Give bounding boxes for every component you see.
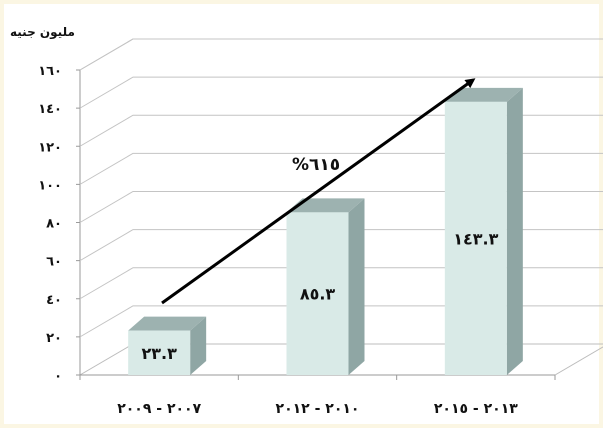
data-label: ١٤٣.٣ — [453, 229, 498, 248]
y-tick-label: ٤٠ — [46, 293, 62, 308]
y-tick-label: ٠ — [54, 369, 62, 384]
bar — [444, 87, 523, 375]
bar-side — [506, 87, 523, 375]
gridline — [79, 38, 603, 71]
data-label: ٢٣.٣ — [141, 344, 177, 363]
gridline — [79, 152, 603, 185]
x-tick-label: ٢٠١٠ - ٢٠١٢ — [276, 401, 360, 417]
y-tick-label: ١٢٠ — [38, 140, 62, 155]
y-tick-label: ١٦٠ — [38, 64, 62, 79]
data-labels: ٢٣.٣ ٨٥.٣ ١٤٣.٣ — [141, 229, 498, 362]
growth-arrow — [161, 78, 476, 305]
x-tick-label: ٢٠١٣ - ٢٠١٥ — [434, 401, 518, 417]
unit-label: مليون جنيه — [10, 25, 75, 40]
data-label: ٨٥.٣ — [300, 285, 336, 304]
growth-annotation: %٦١٥ — [292, 155, 340, 175]
bar-front — [444, 101, 507, 375]
bar-top — [128, 316, 207, 331]
x-tick-labels: ٢٠٠٧ - ٢٠٠٩ ٢٠١٠ - ٢٠١٢ ٢٠١٣ - ٢٠١٥ — [79, 375, 556, 417]
bars — [128, 87, 523, 375]
y-tick-label: ٨٠ — [46, 217, 62, 232]
y-tick-label: ١٤٠ — [38, 102, 62, 117]
x-tick-label: ٢٠٠٧ - ٢٠٠٩ — [117, 401, 201, 417]
bar — [286, 198, 365, 375]
y-tick-labels: ٠ ٢٠ ٤٠ ٦٠ ٨٠ ١٠٠ ١٢٠ ١٤٠ ١٦٠ — [38, 64, 80, 384]
bar-side — [190, 316, 207, 375]
bar-top — [286, 198, 365, 213]
gridline — [79, 76, 603, 109]
gridline — [79, 114, 603, 147]
bar — [128, 316, 207, 375]
y-tick-label: ١٠٠ — [38, 178, 62, 193]
bar-front — [286, 212, 349, 375]
back-wall-top-edge — [79, 38, 603, 71]
bar-side — [348, 198, 365, 375]
bar-top — [444, 87, 523, 102]
y-tick-label: ٦٠ — [46, 255, 62, 270]
y-tick-label: ٢٠ — [46, 331, 62, 346]
bar-front — [128, 330, 191, 375]
